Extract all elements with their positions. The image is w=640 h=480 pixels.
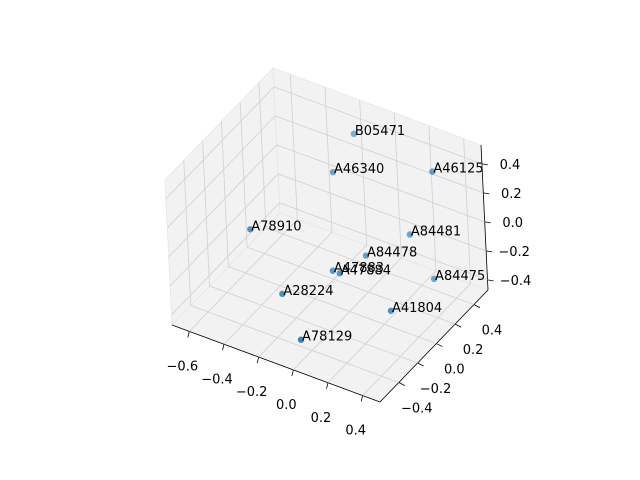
point-label: A28224	[283, 284, 333, 299]
y-tick	[417, 362, 424, 367]
grid-line	[258, 244, 367, 358]
x-tick-label: −0.6	[167, 359, 199, 374]
point-label: A47883	[334, 261, 384, 276]
grid-line	[289, 74, 298, 220]
z-tick-label: −0.2	[498, 245, 530, 260]
grid-line	[327, 270, 437, 384]
grid-line	[168, 144, 277, 258]
point-label: A78129	[302, 330, 352, 345]
x-tick-label: 0.4	[345, 424, 366, 439]
grid-line	[228, 266, 437, 344]
y-tick	[436, 343, 443, 347]
grid-line	[293, 257, 402, 371]
grid-line	[165, 86, 275, 200]
point-label: A84478	[367, 246, 417, 261]
x-tick-label: 0.0	[276, 398, 297, 413]
data-point	[387, 307, 395, 314]
grid-line	[428, 125, 437, 271]
point-label: A46125	[433, 162, 483, 177]
data-point	[329, 267, 337, 274]
y-tick	[473, 304, 481, 308]
grid-line	[324, 87, 333, 233]
y-tick	[398, 382, 405, 386]
data-point	[247, 226, 254, 233]
grid-line	[239, 102, 248, 248]
grid-line	[359, 100, 368, 246]
data-point	[430, 275, 438, 283]
x-tick	[326, 382, 329, 389]
y-tick	[454, 323, 462, 328]
data-point	[429, 168, 436, 175]
z-tick	[484, 221, 491, 224]
x-tick-label: 0.2	[311, 411, 332, 426]
grid-line	[276, 144, 485, 223]
y-axis-line	[379, 289, 489, 403]
z-tick	[486, 250, 493, 253]
y-tick-label: 0.0	[444, 363, 465, 378]
z-tick	[481, 163, 488, 166]
grid-line	[169, 173, 279, 287]
x-tick	[256, 356, 260, 364]
z-axis-line	[480, 144, 489, 291]
y-tick-label: 0.2	[463, 343, 484, 358]
grid-line	[183, 160, 192, 306]
grid-line	[223, 231, 333, 345]
point-label: A41804	[392, 301, 442, 316]
y-tick-label: 0.4	[482, 324, 503, 339]
x-tick	[360, 395, 364, 402]
x-tick	[291, 369, 294, 377]
grid-line	[393, 112, 402, 258]
grid-line	[279, 202, 488, 281]
grid-line	[273, 86, 483, 165]
grid-line	[209, 285, 418, 364]
z-tick-label: 0.0	[502, 216, 523, 231]
grid-line	[265, 227, 475, 305]
data-point	[406, 231, 414, 238]
data-point	[279, 290, 286, 298]
z-tick-label: 0.4	[500, 158, 521, 173]
x-tick-label: −0.2	[236, 385, 268, 400]
grid-line	[171, 202, 280, 316]
z-tick	[487, 279, 494, 282]
grid-line	[277, 173, 487, 252]
x-axis-line	[171, 324, 381, 403]
grid-line	[275, 115, 484, 194]
point-label: A46340	[334, 162, 384, 177]
z-tick	[483, 192, 490, 195]
data-point	[362, 252, 370, 259]
grid-line	[190, 305, 399, 383]
data-point	[329, 168, 337, 176]
point-label: A84481	[411, 225, 461, 240]
x-tick	[222, 344, 225, 351]
y-tick-label: −0.2	[420, 382, 452, 397]
point-label: A78910	[251, 219, 301, 234]
grid-line	[362, 283, 471, 396]
grid-line	[220, 121, 229, 267]
point-label: A47884	[341, 263, 391, 278]
data-point	[297, 336, 305, 343]
grid-line	[463, 138, 472, 284]
x-tick	[187, 331, 190, 338]
point-label: B05471	[355, 124, 405, 139]
grid-line	[258, 82, 267, 228]
data-point	[336, 270, 343, 277]
point-label: A84475	[435, 269, 485, 284]
data-point	[350, 130, 358, 138]
grid-line	[246, 246, 456, 325]
z-tick-label: −0.4	[500, 274, 532, 289]
x-tick-label: −0.4	[201, 372, 233, 387]
z-tick-label: 0.2	[501, 187, 522, 202]
grid-line	[189, 219, 298, 332]
grid-line	[167, 115, 276, 229]
y-tick-label: −0.4	[401, 402, 433, 417]
grid-line	[202, 141, 210, 287]
